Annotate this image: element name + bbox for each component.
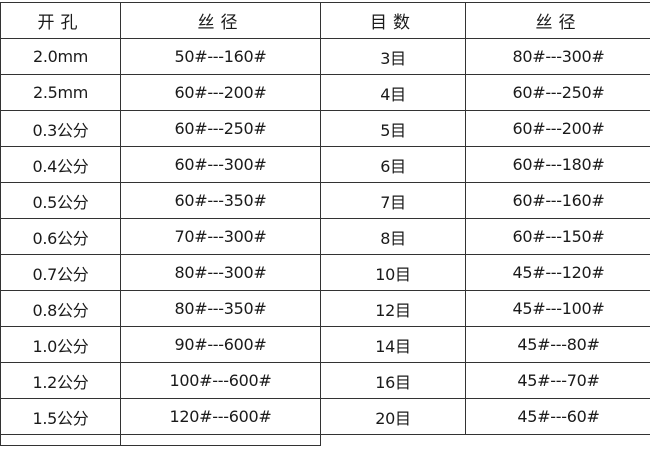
wire-diameter-cell-2: 60#---150# bbox=[465, 218, 650, 255]
aperture-cell: 1.0公分 bbox=[0, 326, 121, 363]
wire-diameter-cell: 60#---250# bbox=[120, 110, 321, 147]
table-row: 1.0公分 90#---600# 14目 45#---80# bbox=[0, 326, 650, 363]
table-row: 2.5mm 60#---200# 4目 60#---250# bbox=[0, 74, 650, 111]
wire-diameter-cell: 60#---350# bbox=[120, 182, 321, 219]
mesh-cell: 16目 bbox=[320, 362, 466, 399]
aperture-cell: 0.6公分 bbox=[0, 218, 121, 255]
empty-cell bbox=[466, 435, 650, 446]
wire-diameter-cell-2: 45#---120# bbox=[465, 254, 650, 291]
wire-diameter-cell-2: 45#---80# bbox=[465, 326, 650, 363]
wire-diameter-cell: 60#---200# bbox=[120, 74, 321, 111]
table-row: 0.5公分 60#---350# 7目 60#---160# bbox=[0, 182, 650, 219]
aperture-cell: 0.8公分 bbox=[0, 290, 121, 327]
wire-diameter-cell: 90#---600# bbox=[120, 326, 321, 363]
wire-diameter-cell: 80#---300# bbox=[120, 254, 321, 291]
table-row: 1.2公分 100#---600# 16目 45#---70# bbox=[0, 362, 650, 399]
empty-cell bbox=[321, 435, 466, 446]
wire-diameter-cell-2: 45#---60# bbox=[465, 398, 650, 435]
mesh-cell: 6目 bbox=[320, 146, 466, 183]
mesh-cell: 10目 bbox=[320, 254, 466, 291]
wire-diameter-cell-2: 80#---300# bbox=[465, 38, 650, 75]
mesh-cell: 4目 bbox=[320, 74, 466, 111]
mesh-cell: 8目 bbox=[320, 218, 466, 255]
mesh-cell: 20目 bbox=[320, 398, 466, 435]
aperture-cell: 1.5公分 bbox=[0, 398, 121, 435]
header-mesh: 目数 bbox=[320, 2, 466, 39]
table-row: 1.5公分 120#---600# 20目 45#---60# bbox=[0, 398, 650, 435]
wire-diameter-cell: 60#---300# bbox=[120, 146, 321, 183]
wire-diameter-cell: 80#---350# bbox=[120, 290, 321, 327]
wire-diameter-cell-2: 45#---70# bbox=[465, 362, 650, 399]
table-row: 0.6公分 70#---300# 8目 60#---150# bbox=[0, 218, 650, 255]
aperture-cell: 0.5公分 bbox=[0, 182, 121, 219]
header-aperture: 开孔 bbox=[0, 2, 121, 39]
empty-cell bbox=[120, 434, 321, 446]
wire-diameter-cell-2: 45#---100# bbox=[465, 290, 650, 327]
header-wire-diameter-2: 丝径 bbox=[465, 2, 650, 39]
wire-diameter-cell-2: 60#---180# bbox=[465, 146, 650, 183]
table-row: 0.7公分 80#---300# 10目 45#---120# bbox=[0, 254, 650, 291]
table-row: 0.4公分 60#---300# 6目 60#---180# bbox=[0, 146, 650, 183]
aperture-cell: 0.4公分 bbox=[0, 146, 121, 183]
wire-diameter-cell: 70#---300# bbox=[120, 218, 321, 255]
mesh-cell: 7目 bbox=[320, 182, 466, 219]
table-row: 2.0mm 50#---160# 3目 80#---300# bbox=[0, 38, 650, 75]
mesh-cell: 5目 bbox=[320, 110, 466, 147]
mesh-cell: 14目 bbox=[320, 326, 466, 363]
aperture-cell: 1.2公分 bbox=[0, 362, 121, 399]
aperture-cell: 2.0mm bbox=[0, 38, 121, 75]
mesh-cell: 12目 bbox=[320, 290, 466, 327]
aperture-cell: 2.5mm bbox=[0, 74, 121, 111]
header-row: 开孔 丝径 目数 丝径 bbox=[0, 2, 650, 39]
empty-cell bbox=[0, 434, 121, 446]
wire-diameter-cell-2: 60#---200# bbox=[465, 110, 650, 147]
wire-diameter-cell: 120#---600# bbox=[120, 398, 321, 435]
partial-row bbox=[0, 434, 650, 446]
table-row: 0.8公分 80#---350# 12目 45#---100# bbox=[0, 290, 650, 327]
wire-diameter-cell: 50#---160# bbox=[120, 38, 321, 75]
mesh-cell: 3目 bbox=[320, 38, 466, 75]
table-row: 0.3公分 60#---250# 5目 60#---200# bbox=[0, 110, 650, 147]
wire-diameter-cell: 100#---600# bbox=[120, 362, 321, 399]
aperture-cell: 0.3公分 bbox=[0, 110, 121, 147]
aperture-cell: 0.7公分 bbox=[0, 254, 121, 291]
wire-diameter-cell-2: 60#---250# bbox=[465, 74, 650, 111]
wire-diameter-cell-2: 60#---160# bbox=[465, 182, 650, 219]
header-wire-diameter: 丝径 bbox=[120, 2, 321, 39]
